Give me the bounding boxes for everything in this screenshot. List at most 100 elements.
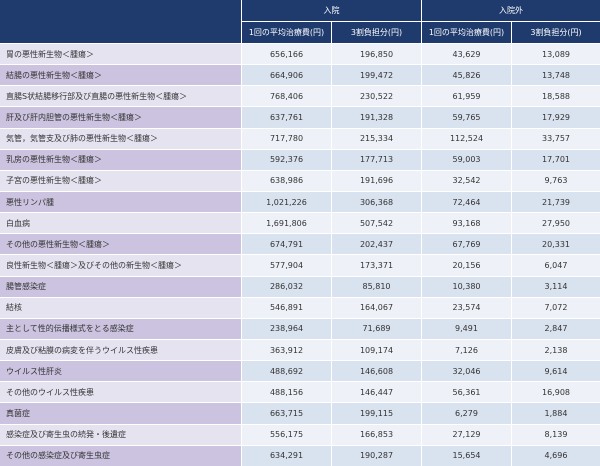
cell: 109,174	[332, 339, 421, 361]
cell: 85,810	[332, 276, 421, 297]
row-label: 結核	[0, 297, 241, 318]
cell: 3,114	[512, 276, 600, 297]
cell: 20,156	[422, 255, 511, 276]
cell: 768,406	[242, 86, 331, 107]
cell: 17,929	[512, 107, 600, 128]
cell: 21,739	[512, 191, 600, 213]
cell: 9,614	[512, 361, 600, 382]
cell: 202,437	[332, 234, 421, 255]
column-header: 3割負担分(円)	[512, 22, 600, 43]
cell: 7,126	[422, 339, 511, 361]
row-label: 胃の悪性新生物＜腫瘍＞	[0, 44, 241, 65]
cell: 17,701	[512, 149, 600, 170]
row-label: 腸管感染症	[0, 276, 241, 297]
cell: 674,791	[242, 234, 331, 255]
cell: 16,908	[512, 382, 600, 403]
cell: 638,986	[242, 170, 331, 191]
cell: 1,691,806	[242, 213, 331, 234]
cell: 18,588	[512, 86, 600, 107]
row-label: その他のウイルス性疾患	[0, 382, 241, 403]
cell: 634,291	[242, 445, 331, 466]
row-label: ウイルス性肝炎	[0, 361, 241, 382]
cell: 13,089	[512, 44, 600, 65]
cell: 191,328	[332, 107, 421, 128]
cell: 577,904	[242, 255, 331, 276]
cell: 190,287	[332, 445, 421, 466]
cell: 33,757	[512, 128, 600, 149]
cell: 72,464	[422, 191, 511, 213]
cell: 43,629	[422, 44, 511, 65]
row-label: 白血病	[0, 213, 241, 234]
cell: 191,696	[332, 170, 421, 191]
cell: 215,334	[332, 128, 421, 149]
cell: 45,826	[422, 65, 511, 86]
cell: 2,847	[512, 318, 600, 339]
cell: 93,168	[422, 213, 511, 234]
row-label: 気管，気管支及び肺の悪性新生物＜腫瘍＞	[0, 128, 241, 149]
row-label: 感染症及び寄生虫の続発・後遺症	[0, 424, 241, 445]
cell: 13,748	[512, 65, 600, 86]
row-label: 肝及び肝内胆管の悪性新生物＜腫瘍＞	[0, 107, 241, 128]
cell: 6,279	[422, 403, 511, 424]
cell: 20,331	[512, 234, 600, 255]
cell: 488,692	[242, 361, 331, 382]
row-label: その他の悪性新生物＜腫瘍＞	[0, 234, 241, 255]
cell: 4,696	[512, 445, 600, 466]
row-label: 結腸の悪性新生物＜腫瘍＞	[0, 65, 241, 86]
row-label: 子宮の悪性新生物＜腫瘍＞	[0, 170, 241, 191]
cell: 2,138	[512, 339, 600, 361]
column-header: 1回の平均治療費(円)	[242, 22, 331, 43]
cell: 15,654	[422, 445, 511, 466]
cell: 546,891	[242, 297, 331, 318]
row-label: 主として性的伝播様式をとる感染症	[0, 318, 241, 339]
cell: 663,715	[242, 403, 331, 424]
row-label: その他の感染症及び寄生虫症	[0, 445, 241, 466]
cell: 177,713	[332, 149, 421, 170]
row-label: 直腸S状結腸移行部及び直腸の悪性新生物＜腫瘍＞	[0, 86, 241, 107]
cell: 9,763	[512, 170, 600, 191]
cell: 10,380	[422, 276, 511, 297]
cell: 488,156	[242, 382, 331, 403]
cell: 32,542	[422, 170, 511, 191]
group-header: 入院	[242, 0, 421, 21]
cell: 146,608	[332, 361, 421, 382]
cell: 238,964	[242, 318, 331, 339]
cell: 306,368	[332, 191, 421, 213]
cell: 146,447	[332, 382, 421, 403]
cell: 59,765	[422, 107, 511, 128]
column-header: 1回の平均治療費(円)	[422, 22, 511, 43]
cell: 507,542	[332, 213, 421, 234]
cell: 173,371	[332, 255, 421, 276]
group-header: 入院外	[422, 0, 600, 21]
cell: 717,780	[242, 128, 331, 149]
cell: 61,959	[422, 86, 511, 107]
cell: 656,166	[242, 44, 331, 65]
cell: 23,574	[422, 297, 511, 318]
row-label: 悪性リンパ腫	[0, 191, 241, 213]
column-header: 3割負担分(円)	[332, 22, 421, 43]
cell: 59,003	[422, 149, 511, 170]
cell: 7,072	[512, 297, 600, 318]
cell: 112,524	[422, 128, 511, 149]
row-label: 乳房の悪性新生物＜腫瘍＞	[0, 149, 241, 170]
cell: 27,950	[512, 213, 600, 234]
cell: 6,047	[512, 255, 600, 276]
cell: 9,491	[422, 318, 511, 339]
cell: 8,139	[512, 424, 600, 445]
row-label: 良性新生物＜腫瘍＞及びその他の新生物＜腫瘍＞	[0, 255, 241, 276]
cell: 230,522	[332, 86, 421, 107]
cell: 56,361	[422, 382, 511, 403]
cell: 664,906	[242, 65, 331, 86]
row-label: 真菌症	[0, 403, 241, 424]
cell: 637,761	[242, 107, 331, 128]
cell: 199,472	[332, 65, 421, 86]
cell: 164,067	[332, 297, 421, 318]
cell: 199,115	[332, 403, 421, 424]
cell: 166,853	[332, 424, 421, 445]
header-corner	[0, 0, 241, 43]
cell: 32,046	[422, 361, 511, 382]
cell: 27,129	[422, 424, 511, 445]
cell: 1,021,226	[242, 191, 331, 213]
